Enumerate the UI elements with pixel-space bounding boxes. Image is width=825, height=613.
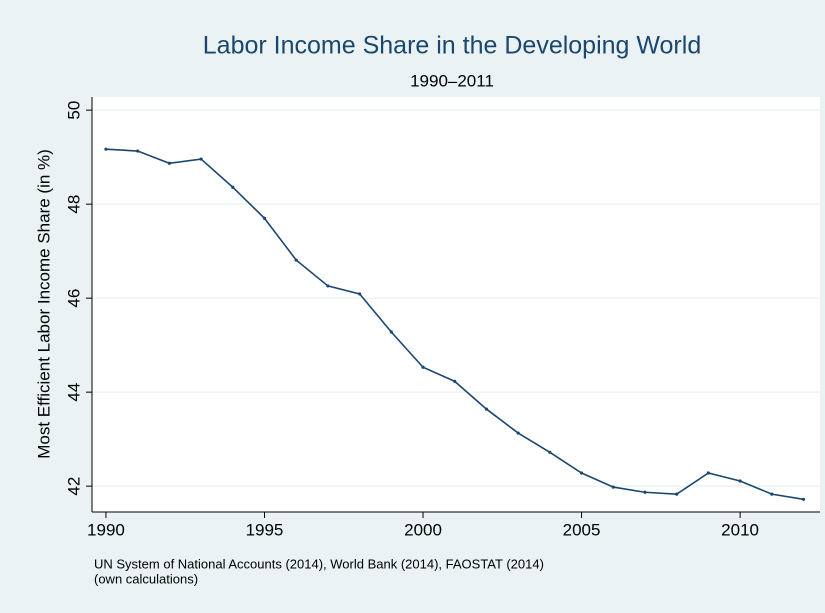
data-point bbox=[421, 365, 425, 369]
plot-area bbox=[92, 97, 820, 512]
data-point bbox=[104, 147, 108, 151]
chart-title: Labor Income Share in the Developing Wor… bbox=[203, 32, 701, 60]
data-point bbox=[294, 258, 298, 262]
data-point bbox=[738, 479, 742, 483]
y-tick-label: 50 bbox=[64, 101, 83, 120]
data-point bbox=[167, 161, 171, 165]
data-point bbox=[358, 292, 362, 296]
data-point bbox=[579, 471, 584, 475]
data-point bbox=[231, 185, 235, 189]
data-point bbox=[326, 284, 330, 288]
y-axis-label: Most Efficient Labor Income Share (in %) bbox=[34, 149, 53, 459]
x-tick-label: 2005 bbox=[563, 520, 601, 539]
data-point bbox=[262, 216, 267, 220]
x-tick-label: 1990 bbox=[87, 520, 125, 539]
data-point bbox=[548, 450, 552, 454]
y-tick-label: 46 bbox=[64, 289, 83, 308]
data-point bbox=[675, 492, 679, 496]
data-point bbox=[136, 149, 140, 153]
data-point bbox=[389, 330, 393, 334]
chart-subtitle: 1990–2011 bbox=[410, 71, 494, 90]
x-tick-label: 1995 bbox=[246, 520, 284, 539]
note: (own calculations) bbox=[94, 571, 198, 586]
data-point bbox=[611, 485, 615, 489]
y-tick-label: 42 bbox=[64, 477, 83, 496]
y-tick-label: 44 bbox=[64, 383, 83, 402]
data-point bbox=[199, 157, 203, 161]
data-point bbox=[484, 407, 489, 411]
data-point bbox=[801, 497, 806, 501]
x-tick-label: 2000 bbox=[404, 520, 442, 539]
note: UN System of National Accounts (2014), W… bbox=[94, 556, 544, 571]
data-point bbox=[516, 431, 520, 435]
y-tick-label: 48 bbox=[64, 195, 83, 214]
data-point bbox=[453, 379, 457, 383]
data-point bbox=[770, 492, 774, 496]
data-point bbox=[706, 471, 710, 475]
data-point bbox=[643, 490, 647, 494]
x-tick-label: 2010 bbox=[721, 520, 759, 539]
